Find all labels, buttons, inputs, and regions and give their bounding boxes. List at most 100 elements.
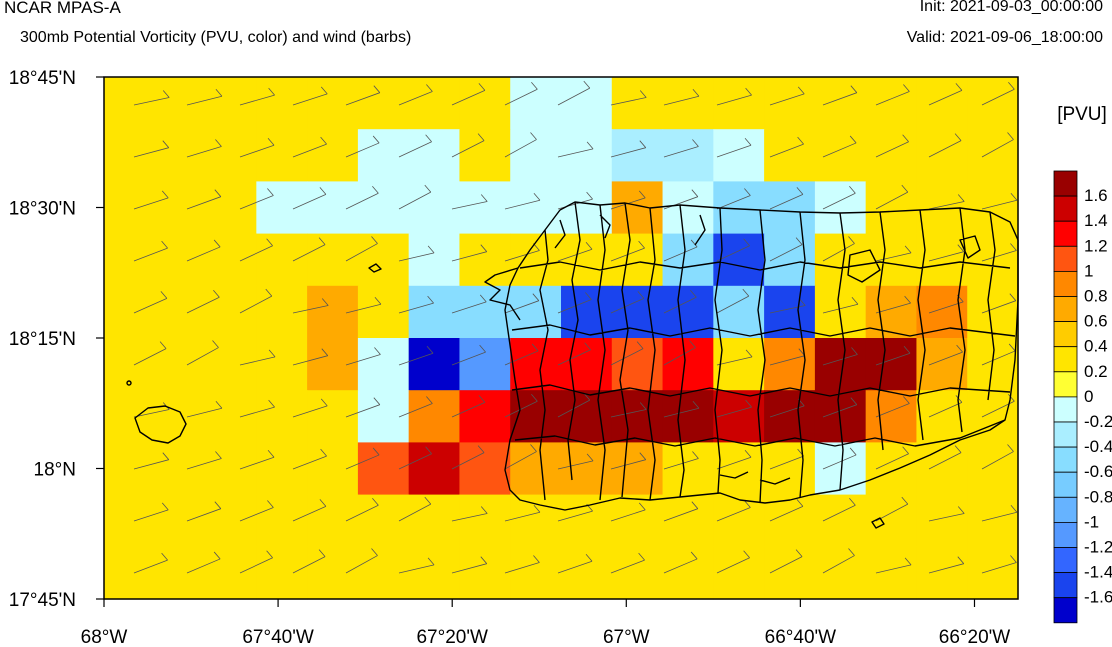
wind-barb bbox=[716, 87, 752, 106]
pv-grid-cell bbox=[307, 129, 359, 182]
wind-barb bbox=[451, 244, 488, 262]
wind-barb bbox=[875, 346, 911, 366]
wind-barb bbox=[663, 451, 699, 470]
wind-barb bbox=[610, 502, 646, 522]
pv-grid-cell bbox=[205, 285, 257, 339]
wind-barb bbox=[186, 401, 223, 418]
wind-barb bbox=[981, 444, 1014, 470]
wind-barb bbox=[822, 497, 856, 522]
wind-barb bbox=[504, 132, 537, 158]
lat-tick-label: 18°30'N bbox=[9, 199, 76, 220]
wind-barb bbox=[292, 298, 329, 314]
colorbar-box bbox=[1053, 421, 1078, 448]
wind-barb bbox=[292, 187, 327, 210]
pv-grid-cell bbox=[764, 494, 816, 548]
pv-grid-cell bbox=[967, 181, 1019, 235]
wind-barb bbox=[345, 397, 381, 418]
wind-barb bbox=[557, 453, 594, 470]
wind-barb bbox=[928, 83, 963, 106]
wind-barb bbox=[345, 185, 379, 210]
pv-grid-cell bbox=[205, 390, 257, 443]
wind-barb bbox=[239, 550, 273, 574]
wind-barb bbox=[345, 85, 381, 106]
pv-grid-cell bbox=[459, 77, 511, 130]
wind-barb bbox=[398, 295, 434, 314]
pv-grid-cell bbox=[408, 442, 461, 496]
pv-grid-cell bbox=[256, 129, 308, 182]
wind-barb bbox=[557, 80, 591, 106]
lat-tick-label: 18°15'N bbox=[9, 329, 76, 350]
wind-barb bbox=[133, 90, 170, 106]
pv-grid-cell bbox=[357, 546, 410, 600]
pv-grid-cell bbox=[104, 546, 156, 600]
wind-barb bbox=[875, 245, 912, 262]
pv-grid-cell bbox=[814, 494, 867, 548]
pv-grid-cell bbox=[561, 338, 613, 391]
pv-grid-cell bbox=[307, 338, 359, 391]
wind-barb bbox=[239, 450, 275, 470]
pv-grid-cell bbox=[357, 390, 410, 443]
pv-grid-cell bbox=[764, 442, 816, 496]
wind-barb bbox=[239, 500, 274, 522]
wind-barb bbox=[451, 506, 488, 522]
pv-grid-cell bbox=[256, 494, 308, 548]
pv-grid-cell bbox=[662, 181, 714, 235]
wind-barb bbox=[504, 393, 538, 418]
wind-barb bbox=[451, 83, 486, 106]
pv-grid-cell bbox=[764, 285, 816, 339]
lat-tick-label: 17°45'N bbox=[9, 590, 76, 611]
wind-barbs bbox=[133, 80, 1018, 574]
pv-grid-cell bbox=[459, 338, 511, 391]
wind-barb bbox=[504, 81, 538, 106]
pv-grid-cell bbox=[154, 442, 207, 496]
pv-grid-cell bbox=[764, 390, 816, 443]
pv-grid-cell bbox=[967, 129, 1019, 182]
wind-barb bbox=[822, 447, 857, 470]
wind-barb bbox=[875, 557, 912, 574]
wind-barb bbox=[186, 551, 221, 574]
pv-grid-cell bbox=[865, 129, 918, 182]
wind-barb bbox=[239, 399, 275, 418]
wind-barb bbox=[292, 448, 327, 470]
wind-barb bbox=[345, 297, 382, 314]
wind-barb bbox=[504, 293, 540, 314]
colorbar-label: 0 bbox=[1084, 387, 1093, 406]
wind-barb bbox=[186, 189, 222, 210]
pv-grid-cell bbox=[611, 546, 664, 600]
pv-grid-cell bbox=[561, 77, 613, 130]
pv-grid-cell bbox=[814, 390, 867, 443]
wind-barb bbox=[928, 133, 962, 158]
wind-barb bbox=[186, 340, 219, 366]
wind-barb bbox=[398, 134, 432, 158]
pv-grid-cell bbox=[916, 494, 968, 548]
pv-grid-cell bbox=[205, 181, 257, 235]
colorbar-label: 1.4 bbox=[1084, 211, 1108, 230]
pv-grid-cell bbox=[205, 233, 257, 287]
pv-grid-cell bbox=[967, 546, 1019, 600]
pv-grid-cell bbox=[408, 285, 461, 339]
pv-grid-cell bbox=[510, 285, 562, 339]
wind-barb bbox=[504, 505, 541, 522]
pv-grid-cell bbox=[916, 233, 968, 287]
pv-grid-cell bbox=[256, 233, 308, 287]
wind-barb bbox=[451, 395, 486, 418]
pv-grid-cell bbox=[104, 181, 156, 235]
lon-tick-label: 66°40'W bbox=[765, 627, 836, 647]
pv-grid-cell bbox=[357, 442, 410, 496]
wind-barb bbox=[769, 86, 805, 106]
pv-grid-cell bbox=[205, 546, 257, 600]
wind-barb bbox=[663, 401, 700, 418]
colorbar-label: -0.6 bbox=[1084, 462, 1112, 481]
wind-barb bbox=[663, 551, 698, 574]
pv-grid-cell bbox=[865, 442, 918, 496]
pv-grid-cell bbox=[104, 442, 156, 496]
colorbar-box bbox=[1053, 270, 1078, 297]
pv-grid-cell bbox=[561, 129, 613, 182]
pv-grid-cell bbox=[307, 442, 359, 496]
wind-barb bbox=[610, 402, 647, 418]
colorbar-box bbox=[1053, 371, 1078, 398]
lat-tick-label: 18°N bbox=[34, 460, 76, 481]
wind-barb bbox=[663, 189, 699, 210]
wind-barb bbox=[981, 505, 1018, 522]
pv-grid-cell bbox=[408, 390, 461, 443]
